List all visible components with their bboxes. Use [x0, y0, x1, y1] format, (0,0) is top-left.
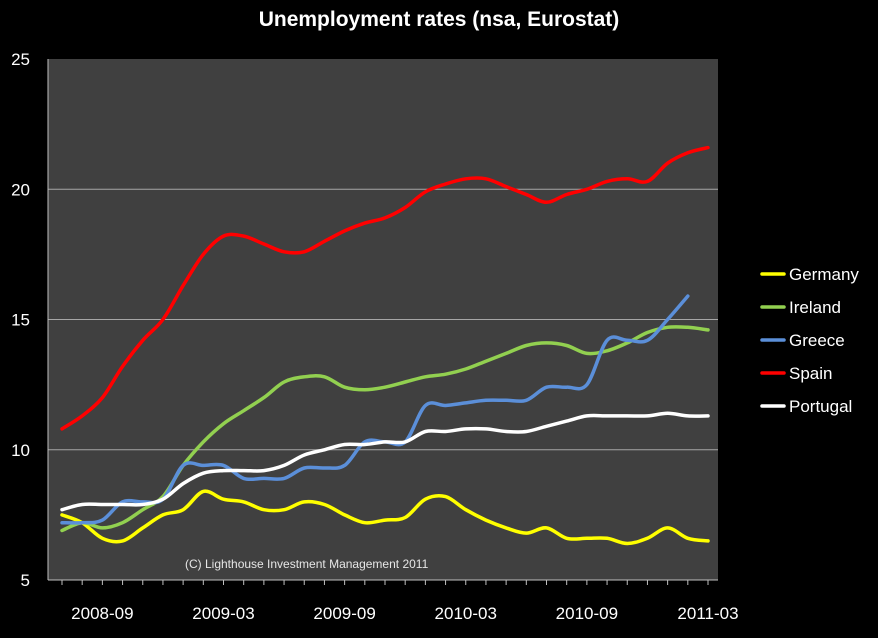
legend-label-greece: Greece: [789, 331, 845, 350]
legend-label-spain: Spain: [789, 364, 832, 383]
series-lines: [60, 145, 710, 546]
chart-title: Unemployment rates (nsa, Eurostat): [258, 8, 620, 31]
y-tick-label: 20: [11, 180, 30, 199]
y-tick-label: 25: [11, 50, 30, 69]
y-tick-label: 10: [11, 441, 30, 460]
x-tick-label: 2010-03: [435, 604, 497, 623]
x-tick-label: 2008-09: [71, 604, 133, 623]
legend-label-germany: Germany: [789, 265, 859, 284]
x-tick-label: 2009-09: [313, 604, 375, 623]
series-line-spain: [60, 145, 710, 431]
x-tick-label: 2011-03: [677, 604, 738, 623]
x-tick-label: 2009-03: [192, 604, 254, 623]
series-line-germany: [60, 489, 710, 546]
axes: 5 10 15 20 25 2008-09 2009-03 2009-09 2010-03 201…: [11, 50, 738, 623]
legend-label-portugal: Portugal: [789, 397, 852, 416]
gridlines: [48, 188, 718, 451]
y-tick-label: 15: [11, 311, 30, 330]
copyright-watermark: (C) Lighthouse Investment Management 201…: [185, 557, 429, 571]
legend-label-ireland: Ireland: [789, 298, 841, 317]
y-tick-label: 5: [21, 571, 30, 590]
legend: Germany Ireland Greece Spain Portugal: [760, 265, 859, 416]
x-tick-label: 2010-09: [556, 604, 618, 623]
series-line-portugal: [60, 411, 710, 512]
